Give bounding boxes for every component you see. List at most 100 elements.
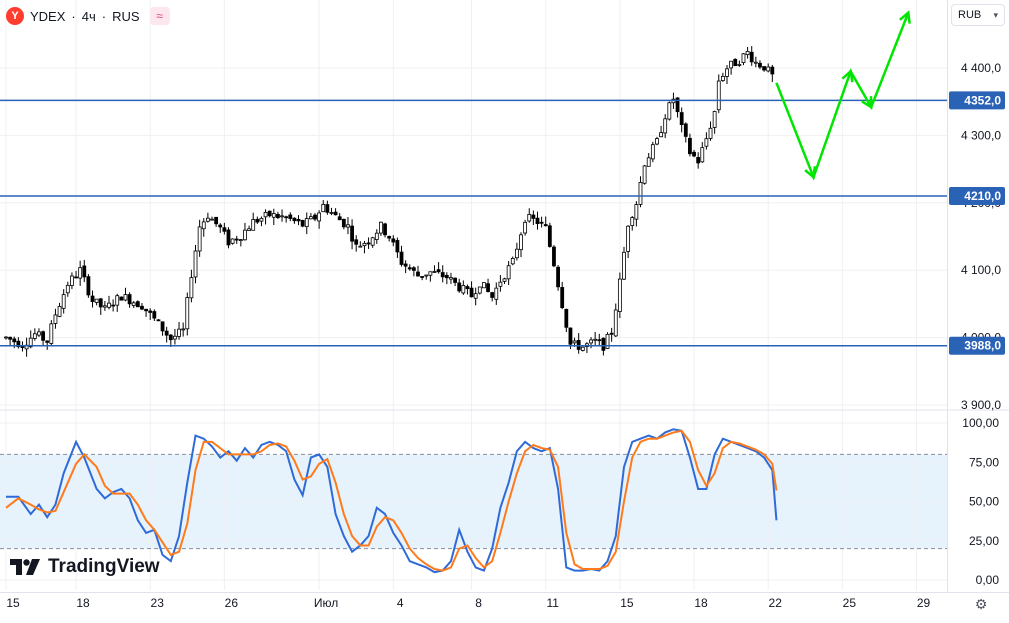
- candle-body: [102, 305, 107, 308]
- forecast-arrowhead: [861, 96, 873, 110]
- candle-body: [276, 213, 280, 219]
- candle-body: [589, 339, 593, 344]
- candle-body: [350, 225, 354, 242]
- candle-body: [465, 286, 470, 290]
- candle-body: [667, 102, 672, 120]
- candle-body: [28, 337, 33, 348]
- candle-body: [411, 267, 416, 271]
- candle-body: [444, 274, 449, 279]
- currency-select[interactable]: RUB ▾: [951, 4, 1005, 26]
- candle-body: [416, 271, 420, 277]
- price-axis-label: 4 400,0: [961, 61, 1001, 75]
- candle-body: [337, 216, 342, 221]
- candle-body: [708, 127, 713, 139]
- candle-body: [374, 232, 379, 240]
- candle-body: [370, 237, 375, 246]
- candle-body: [403, 263, 408, 267]
- candle-body: [716, 80, 721, 111]
- candle-body: [12, 338, 17, 343]
- ydex-logo: Y: [6, 7, 24, 25]
- candle-body: [210, 218, 214, 221]
- candle-body: [609, 332, 614, 335]
- candle-body: [144, 308, 148, 312]
- candle-body: [523, 221, 528, 234]
- candle-body: [218, 224, 223, 228]
- candle-body: [556, 266, 560, 288]
- candle-body: [745, 50, 750, 56]
- candle-body: [140, 305, 144, 310]
- level-price-tag[interactable]: [949, 187, 1005, 206]
- candle-body: [325, 204, 330, 213]
- forecast-arrowhead: [841, 68, 854, 83]
- candle-body: [181, 328, 186, 331]
- candle-body: [453, 277, 457, 283]
- candle-body: [580, 346, 585, 351]
- candle-body: [564, 308, 569, 328]
- candle-body: [387, 235, 392, 239]
- candle-body: [469, 287, 474, 298]
- candle-body: [379, 221, 383, 234]
- candle-body: [234, 238, 239, 241]
- candle-body: [41, 331, 45, 341]
- candle-body: [626, 225, 631, 252]
- candle-body: [737, 63, 742, 66]
- candle-body: [107, 302, 111, 308]
- candle-body: [622, 251, 626, 280]
- candle-body: [729, 60, 734, 69]
- candle-body: [692, 151, 696, 157]
- candle-body: [683, 123, 688, 137]
- symbol-name: YDEX: [30, 8, 66, 24]
- candle-body: [205, 217, 210, 222]
- candle-body: [362, 242, 367, 247]
- candle-body: [572, 340, 577, 344]
- time-axis-label: 29: [917, 596, 931, 610]
- stochastic-axis-label: 75,00: [969, 455, 999, 469]
- candle-body: [720, 75, 725, 81]
- candle-body: [267, 210, 272, 217]
- candle-body: [90, 295, 95, 302]
- candle-body: [238, 239, 243, 242]
- candle-body: [490, 292, 495, 298]
- candle-body: [650, 144, 655, 160]
- candle-body: [341, 218, 346, 228]
- candle-body: [197, 226, 202, 252]
- candle-body: [432, 271, 437, 273]
- time-axis-label: 8: [475, 596, 482, 610]
- candle-body: [49, 323, 54, 344]
- separator-dot: ·: [101, 8, 107, 24]
- candle-body: [753, 61, 758, 64]
- candle-body: [57, 306, 62, 317]
- interval-label: 4ч: [81, 8, 96, 24]
- candle-body: [156, 319, 161, 322]
- level-price-tag[interactable]: [949, 91, 1005, 110]
- candle-body: [543, 224, 548, 227]
- candle-body: [617, 278, 622, 312]
- candle-body: [243, 229, 247, 241]
- candle-body: [473, 293, 478, 299]
- time-axis-label: 18: [76, 596, 90, 610]
- candle-body: [552, 246, 556, 267]
- candle-body: [568, 327, 573, 345]
- candle-body: [313, 214, 317, 220]
- candle-body: [659, 132, 663, 138]
- settings-gear-icon[interactable]: ⚙: [974, 595, 988, 612]
- candle-body: [688, 137, 692, 155]
- candle-body: [119, 296, 124, 301]
- candle-body: [53, 314, 58, 324]
- candle-body: [655, 138, 659, 145]
- indicator-badge-icon[interactable]: ≈: [149, 7, 170, 25]
- time-axis-label: Июл: [314, 596, 338, 610]
- candle-body: [749, 51, 754, 63]
- candle-body: [123, 294, 128, 301]
- price-axis-label: 4 100,0: [961, 263, 1001, 277]
- stochastic-axis-label: 0,00: [976, 573, 1000, 587]
- stochastic-axis-label: 100,00: [962, 416, 999, 430]
- time-axis-label: 15: [6, 596, 20, 610]
- level-price-tag[interactable]: [949, 336, 1005, 355]
- symbol-header[interactable]: Y YDEX · 4ч · RUS ≈: [6, 6, 170, 26]
- candle-body: [613, 309, 618, 337]
- candle-body: [510, 257, 515, 265]
- candle-body: [164, 330, 169, 336]
- candle-body: [152, 311, 157, 319]
